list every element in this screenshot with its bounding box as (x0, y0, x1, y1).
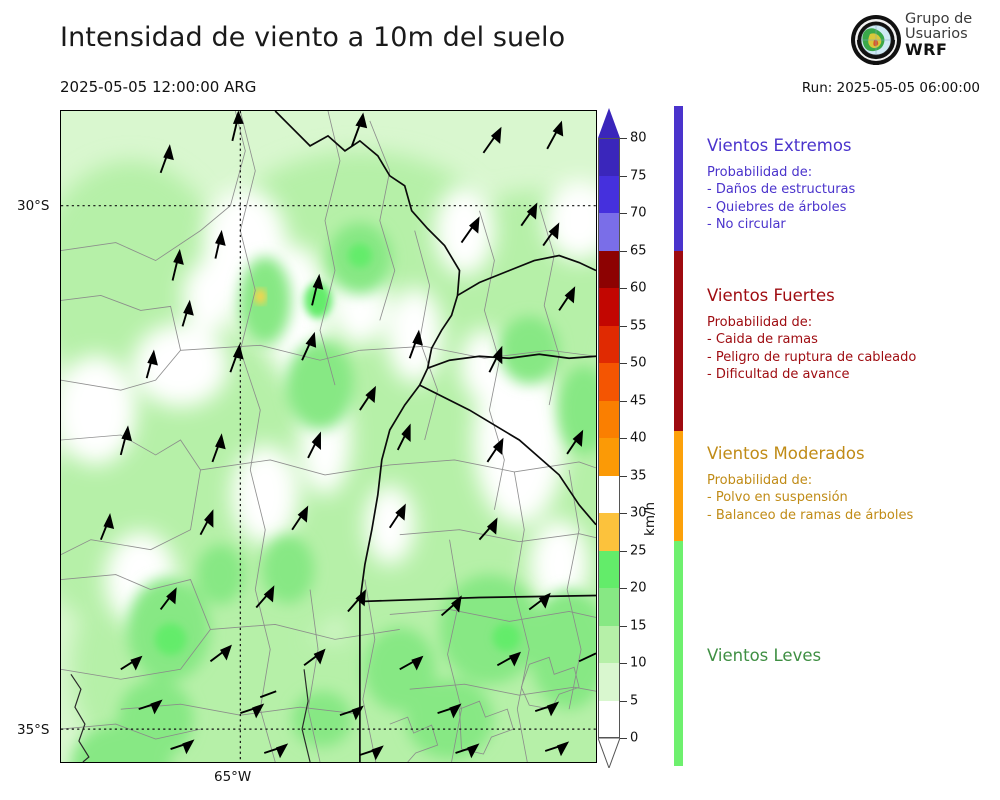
wind-category-legend: Vientos Extremos Probabilidad de: - Daños … (674, 106, 1000, 766)
colorbar-tick (620, 475, 627, 477)
colorbar-unit-label: km/h (642, 501, 658, 536)
graticule (61, 111, 596, 762)
legend-details-extremos: Probabilidad de: - Daños de estructuras - … (707, 164, 997, 233)
colorbar-tick (620, 550, 627, 552)
legend-color-bar-leves (674, 541, 683, 766)
legend-item: - Peligro de ruptura de cableado (707, 349, 917, 365)
colorbar-tick-label: 70 (630, 205, 647, 221)
legend-item: - Quiebres de árboles (707, 199, 847, 215)
legend-color-bar-moderados (674, 431, 683, 541)
colorbar-tick (620, 175, 627, 177)
colorbar-tick-label: 55 (630, 318, 647, 333)
logo-line-2: Usuarios (905, 25, 968, 42)
colorbar-tick (620, 513, 627, 515)
lat-label-30s: 30°S (17, 198, 50, 214)
colorbar-band (598, 663, 620, 701)
wrf-user-group-logo: Grupo de Usuarios WRF (845, 12, 995, 70)
colorbar-tick-label: 65 (630, 243, 647, 258)
colorbar-band (598, 363, 620, 401)
colorbar-tick (620, 325, 627, 327)
colorbar-tick-label: 10 (630, 655, 647, 671)
colorbar-tick-label: 75 (630, 168, 647, 183)
colorbar-tick-label: 20 (630, 580, 647, 596)
run-time-label: Run: 2025-05-05 06:00:00 (801, 80, 980, 96)
colorbar: 0 5 10 15 20 25 30 35 40 45 50 55 60 65 70 75 80 km/h (598, 106, 658, 768)
colorbar-tick-label: 80 (630, 130, 647, 146)
legend-heading-fuertes: Vientos Fuertes (707, 286, 835, 305)
colorbar-tick-label: 50 (630, 355, 647, 371)
legend-intro: Probabilidad de: (707, 473, 813, 488)
colorbar-tick-label: 0 (630, 730, 639, 746)
colorbar-band (598, 550, 620, 588)
colorbar-tick-label: 35 (630, 468, 647, 483)
colorbar-extend-max-arrow (598, 108, 620, 138)
page-title: Intensidad de viento a 10m del suelo (60, 22, 566, 53)
legend-intro: Probabilidad de: (707, 165, 813, 180)
legend-section-extremos: Vientos Extremos Probabilidad de: - Daños … (707, 136, 997, 233)
colorbar-band (598, 588, 620, 626)
colorbar-band (598, 175, 620, 213)
colorbar-tick-label: 45 (630, 393, 647, 408)
map-canvas (61, 111, 596, 762)
legend-item: - No circular (707, 216, 786, 232)
colorbar-tick (620, 288, 627, 290)
legend-heading-extremos: Vientos Extremos (707, 136, 852, 155)
colorbar-tick (620, 250, 627, 252)
logo-line-3: WRF (905, 39, 948, 59)
colorbar-band (598, 138, 620, 176)
colorbar-band (598, 625, 620, 663)
colorbar-tick (620, 738, 627, 740)
colorbar-extend-min-arrow (598, 738, 620, 768)
colorbar-tick-label: 15 (630, 618, 647, 633)
wind-speed-map[interactable] (60, 110, 597, 763)
wrf-globe-emblem-icon (851, 15, 901, 65)
legend-color-bar-extremos (674, 106, 683, 251)
legend-section-moderados: Vientos Moderados Probabilidad de: - Polvo… (707, 444, 997, 524)
colorbar-tick (620, 138, 627, 140)
legend-color-bar-fuertes (674, 251, 683, 431)
colorbar-band (598, 325, 620, 363)
colorbar-band (598, 213, 620, 251)
legend-section-leves: Vientos Leves (707, 646, 997, 674)
legend-item: - Caida de ramas (707, 332, 818, 348)
colorbar-band (598, 400, 620, 438)
legend-heading-leves: Vientos Leves (707, 646, 822, 665)
logo-text: Grupo de Usuarios WRF (905, 12, 972, 58)
colorbar-band (598, 700, 620, 738)
colorbar-tick-label: 5 (630, 693, 639, 708)
lat-label-35s: 35°S (17, 722, 50, 738)
legend-details-fuertes: Probabilidad de: - Caida de ramas - Peligr… (707, 314, 997, 383)
colorbar-tick (620, 663, 627, 665)
colorbar-tick (620, 363, 627, 365)
legend-item: - Polvo en suspensión (707, 490, 848, 506)
colorbar-band (598, 250, 620, 288)
colorbar-band (598, 288, 620, 326)
lon-label-65w: 65°W (214, 769, 252, 785)
legend-item: - Balanceo de ramas de árboles (707, 507, 914, 523)
colorbar-bands (598, 138, 620, 738)
legend-details-moderados: Probabilidad de: - Polvo en suspensión - B… (707, 472, 997, 524)
colorbar-band (598, 476, 620, 514)
colorbar-tick (620, 213, 627, 215)
colorbar-tick (620, 700, 627, 702)
colorbar-band (598, 438, 620, 476)
colorbar-tick-label: 60 (630, 280, 647, 296)
legend-item: - Daños de estructuras (707, 182, 856, 198)
legend-item: - Dificultad de avance (707, 366, 850, 382)
colorbar-tick (620, 625, 627, 627)
colorbar-band (598, 513, 620, 551)
colorbar-tick-label: 25 (630, 543, 647, 558)
legend-intro: Probabilidad de: (707, 315, 813, 330)
colorbar-tick (620, 438, 627, 440)
colorbar-tick (620, 400, 627, 402)
wind-vector-arrows (99, 111, 596, 761)
legend-heading-moderados: Vientos Moderados (707, 444, 865, 463)
colorbar-tick-label: 40 (630, 430, 647, 446)
logo-line-1: Grupo de (905, 11, 973, 27)
colorbar-tick (620, 588, 627, 590)
legend-section-fuertes: Vientos Fuertes Probabilidad de: - Caida d… (707, 286, 997, 383)
valid-time-label: 2025-05-05 12:00:00 ARG (60, 78, 257, 96)
colorbar-tick-label: 30 (630, 505, 647, 521)
